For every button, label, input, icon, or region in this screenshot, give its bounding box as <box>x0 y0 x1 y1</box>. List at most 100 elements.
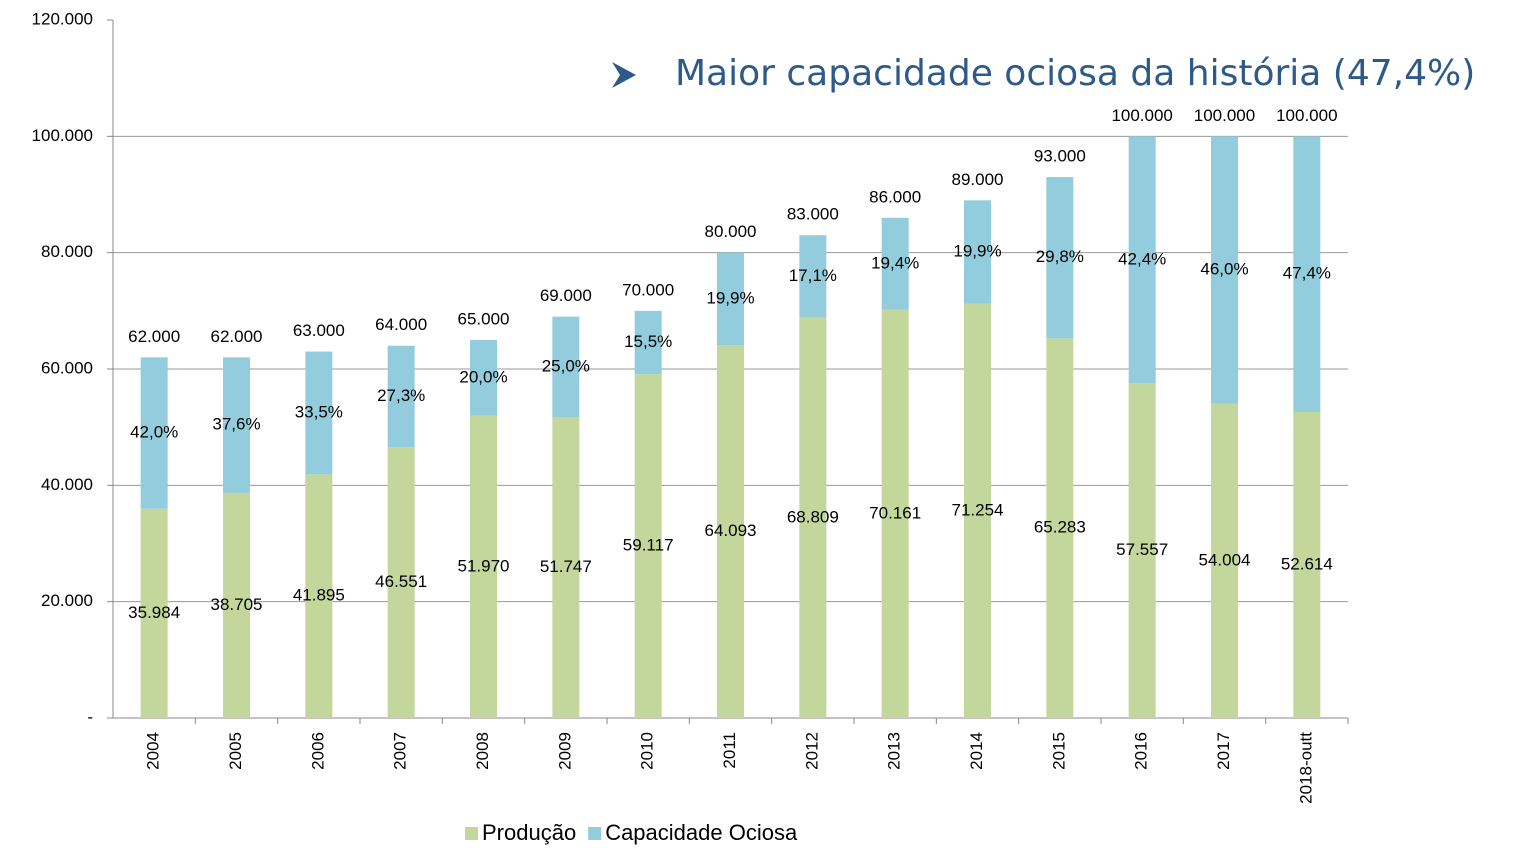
total-label: 80.000 <box>705 222 757 241</box>
value-label: 19,9% <box>706 288 754 307</box>
bar-segment <box>305 351 333 475</box>
value-label: 20,0% <box>459 367 507 386</box>
value-label: 52.614 <box>1281 554 1333 573</box>
value-label: 29,8% <box>1036 247 1084 266</box>
value-label: 38.705 <box>211 595 263 614</box>
value-label: 65.283 <box>1034 518 1086 537</box>
bar-segment <box>470 339 497 416</box>
total-label: 65.000 <box>458 309 510 328</box>
value-label: 46.551 <box>375 572 427 591</box>
total-label: 64.000 <box>375 315 427 334</box>
bar-segment <box>552 417 580 718</box>
total-label: 86.000 <box>869 187 921 206</box>
value-label: 25,0% <box>542 356 590 375</box>
y-tick-label: 20.000 <box>41 591 93 610</box>
value-label: 51.970 <box>458 556 510 575</box>
value-label: 70.161 <box>869 503 921 522</box>
bar-segment <box>223 492 250 718</box>
legend-label: Produção <box>482 820 576 845</box>
bar-segment <box>717 252 744 346</box>
value-label: 42,0% <box>130 423 178 442</box>
value-label: 54.004 <box>1199 550 1251 569</box>
value-label: 41.895 <box>293 586 345 605</box>
bar-segment <box>881 309 909 718</box>
x-tick-label: 2004 <box>144 732 163 770</box>
value-label: 33,5% <box>295 402 343 421</box>
x-tick-label: 2016 <box>1132 732 1151 770</box>
bar-segment <box>634 374 662 718</box>
value-label: 57.557 <box>1116 540 1168 559</box>
y-tick-label: 60.000 <box>41 358 93 377</box>
x-tick-label: 2007 <box>391 732 410 770</box>
x-tick-label: 2014 <box>967 732 986 770</box>
bar-segment <box>387 345 415 448</box>
x-tick-label: 2010 <box>638 732 657 770</box>
total-label: 69.000 <box>540 286 592 305</box>
value-label: 68.809 <box>787 507 839 526</box>
value-label: 71.254 <box>952 500 1004 519</box>
bar-segment <box>1211 403 1238 718</box>
value-label: 59.117 <box>623 536 674 555</box>
total-label: 89.000 <box>952 170 1004 189</box>
x-tick-label: 2006 <box>308 732 327 770</box>
value-label: 35.984 <box>128 603 180 622</box>
bar-segment <box>964 303 991 718</box>
bar-segment <box>799 235 827 318</box>
y-tick-label: 100.000 <box>32 126 93 145</box>
annotation: Maior capacidade ociosa da história (47,… <box>675 53 1475 94</box>
x-tick-label: 2018-outt <box>1296 732 1315 804</box>
total-label: 62.000 <box>128 327 180 346</box>
value-label: 51.747 <box>540 557 592 576</box>
legend-swatch <box>588 827 602 840</box>
bar-segment <box>1293 411 1321 718</box>
x-tick-label: 2017 <box>1214 732 1233 770</box>
legend-label: Capacidade Ociosa <box>605 820 798 845</box>
value-label: 47,4% <box>1283 264 1331 283</box>
bar-segment <box>634 310 662 375</box>
bar-segment <box>470 415 497 718</box>
bar-segment <box>552 316 580 418</box>
value-label: 42,4% <box>1118 249 1166 268</box>
value-label: 46,0% <box>1200 260 1248 279</box>
total-label: 100.000 <box>1276 106 1337 125</box>
bar-segment <box>799 317 827 718</box>
bar-segment <box>140 357 168 509</box>
x-tick-label: 2008 <box>473 732 492 770</box>
total-label: 63.000 <box>293 321 345 340</box>
total-label: 93.000 <box>1034 147 1086 166</box>
total-label: 70.000 <box>622 280 674 299</box>
y-tick-label: 40.000 <box>41 475 93 494</box>
value-label: 15,5% <box>624 332 672 351</box>
bar-segment <box>1211 136 1238 404</box>
bar-segment <box>1128 136 1156 384</box>
value-label: 27,3% <box>377 386 425 405</box>
x-tick-label: 2012 <box>802 732 821 770</box>
y-tick-label: 120.000 <box>32 9 93 28</box>
bar-segment <box>964 200 991 304</box>
x-tick-label: 2009 <box>555 732 574 770</box>
bar-segment <box>717 345 744 718</box>
bar-segment <box>387 447 415 718</box>
x-tick-label: 2013 <box>885 732 904 770</box>
y-tick-label: 80.000 <box>41 242 93 261</box>
x-tick-label: 2011 <box>720 732 739 769</box>
bar-segment <box>1046 338 1074 718</box>
bar-segment <box>1046 177 1074 339</box>
total-label: 100.000 <box>1111 106 1172 125</box>
legend-swatch <box>465 827 478 840</box>
bar-segment <box>1128 383 1156 718</box>
value-label: 64.093 <box>705 521 757 540</box>
x-tick-label: 2015 <box>1049 732 1068 770</box>
bar-segment <box>881 217 909 310</box>
total-label: 100.000 <box>1194 106 1255 125</box>
bar-segment <box>305 474 333 718</box>
value-label: 19,9% <box>953 241 1001 260</box>
total-label: 83.000 <box>787 205 839 224</box>
value-label: 37,6% <box>212 415 260 434</box>
bar-segment <box>140 508 168 718</box>
bullet-arrow <box>612 62 636 88</box>
bar-segment <box>1293 136 1321 412</box>
value-label: 17,1% <box>789 266 837 285</box>
value-label: 19,4% <box>871 253 919 272</box>
